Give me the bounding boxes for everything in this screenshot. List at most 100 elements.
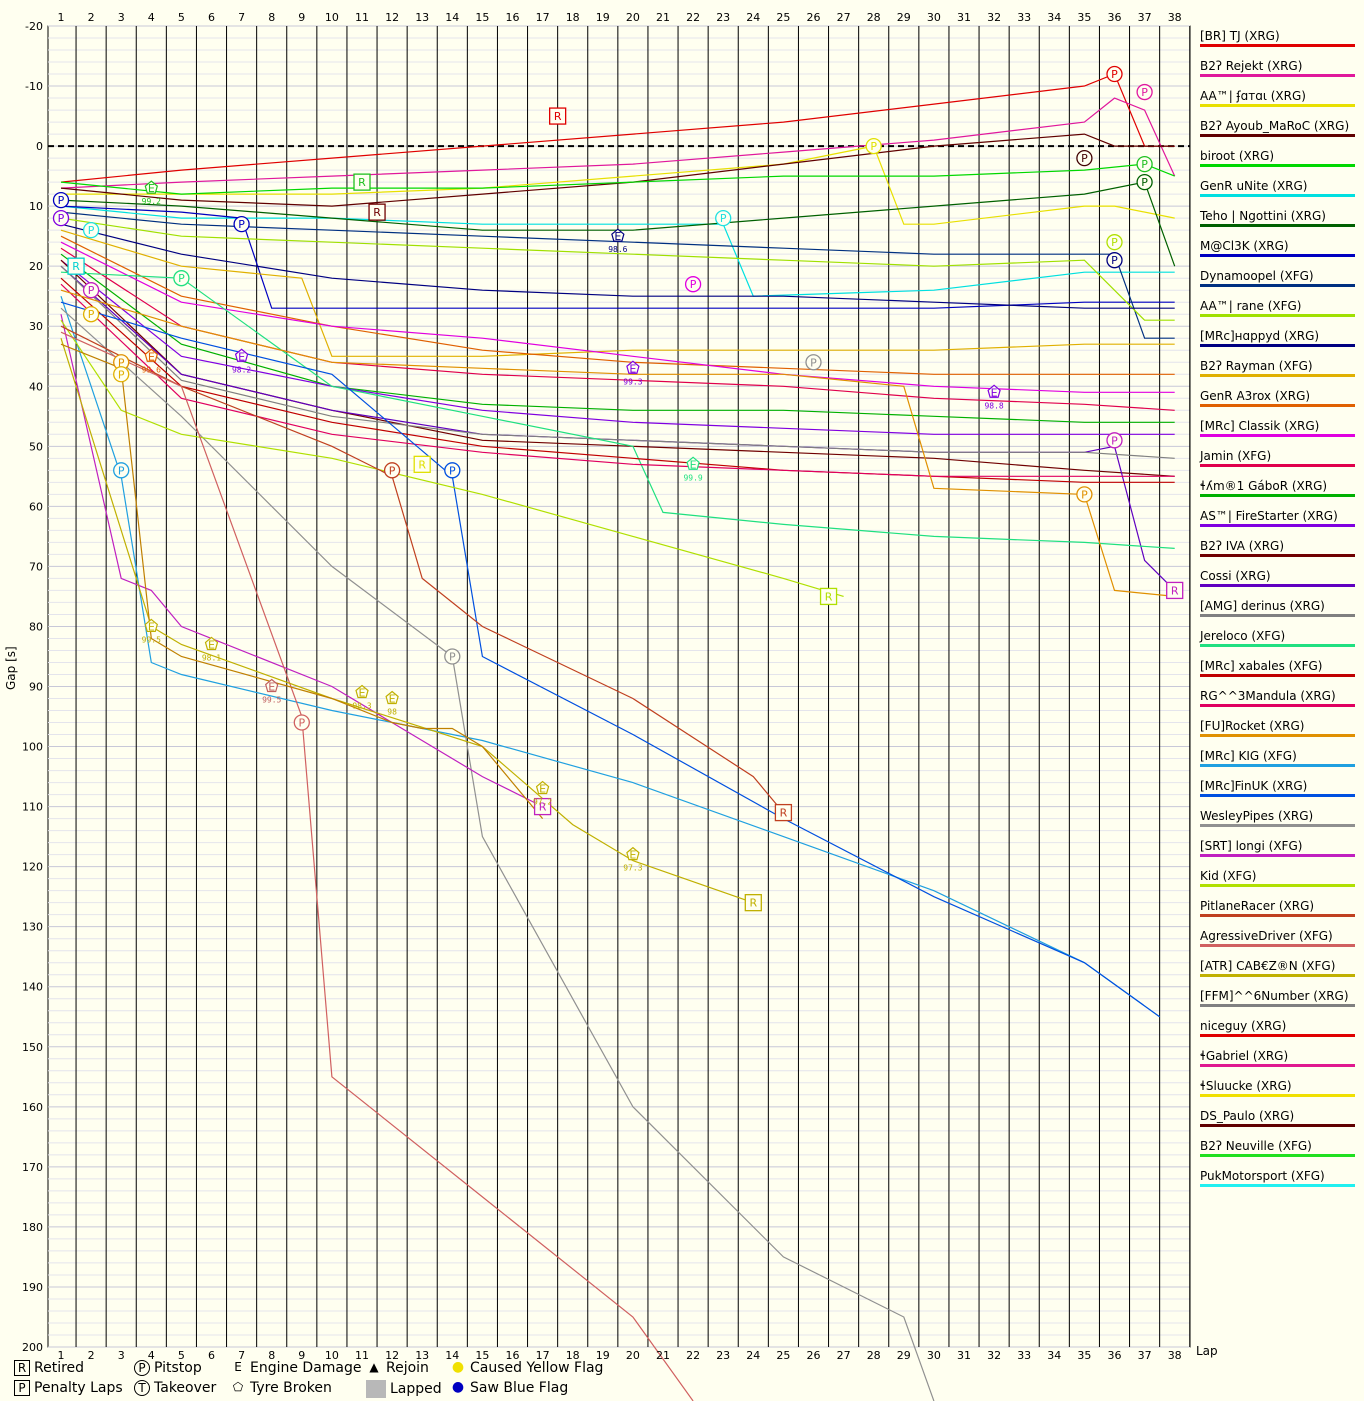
legend-swatch (1200, 434, 1355, 437)
marker-P-19: P (1106, 234, 1123, 251)
svg-text:R: R (1171, 584, 1179, 597)
legend-item-name: [AMG] derinus (XRG) (1200, 599, 1325, 613)
legend-swatch (1200, 284, 1355, 287)
series-line-17 (60, 259, 1175, 435)
series-line-23 (60, 283, 1175, 477)
legend-item: [MRc] KIG (XFG) (1198, 746, 1358, 776)
svg-text:P: P (1111, 236, 1118, 249)
svg-text:E: E (389, 693, 396, 706)
legend-swatch (1200, 554, 1355, 557)
svg-text:99.5: 99.5 (262, 696, 281, 705)
key-pitstop: P Pitstop (134, 1360, 202, 1380)
tick-layer: 1122334455667788991010111112121313141415… (22, 11, 1182, 1362)
legend-item-name: Jamin (XFG) (1200, 449, 1272, 463)
svg-text:99.2: 99.2 (142, 197, 161, 206)
x-tick-label-top: 19 (596, 11, 610, 24)
svg-text:E: E (359, 687, 366, 700)
x-tick-label-top: 11 (355, 11, 369, 24)
legend-swatch (1200, 134, 1355, 137)
x-tick-label-bottom: 25 (776, 1349, 790, 1362)
legend-item-name: [BR] TJ (XRG) (1200, 29, 1280, 43)
svg-text:98.1: 98.1 (202, 653, 221, 662)
series-line-6 (60, 205, 1175, 297)
marker-P-34: P (173, 270, 190, 287)
series-line-16 (60, 253, 1175, 423)
x-tick-label-bottom: 16 (506, 1349, 520, 1362)
legend-swatch (1200, 944, 1355, 947)
marker-E-43: E 98.8 (984, 384, 1004, 410)
x-tick-label-top: 5 (178, 11, 185, 24)
legend-item: GenR A3rox (XRG) (1198, 386, 1358, 416)
svg-text:97.3: 97.3 (623, 864, 642, 873)
x-tick-label-top: 26 (807, 11, 821, 24)
series-layer (60, 73, 1176, 1401)
x-tick-label-bottom: 7 (238, 1349, 245, 1362)
marker-E-40: E 99.6 (142, 348, 161, 374)
key-blue-label: Saw Blue Flag (470, 1380, 569, 1396)
legend-item-name: AgressiveDriver (XFG) (1200, 929, 1333, 943)
x-tick-label-bottom: 31 (957, 1349, 971, 1362)
marker-P-17: P (233, 215, 250, 233)
legend-item: ɬʎm®1 GáboR (XRG) (1198, 476, 1358, 506)
legend-item: Jamin (XFG) (1198, 446, 1358, 476)
svg-text:98.3: 98.3 (352, 702, 371, 711)
marker-R-1: R (549, 107, 567, 125)
rejoin-icon: ▲ (369, 1360, 379, 1374)
legend-item-name: DS_Paulo (XRG) (1200, 1109, 1295, 1123)
key-engine-label: Engine Damage (250, 1360, 362, 1376)
legend-item: [MRc]FinUK (XRG) (1198, 776, 1358, 806)
legend-item: [ATR] CAB€Z®N (XFG) (1198, 956, 1358, 986)
legend-item: B2ʔ Rejekt (XRG) (1198, 56, 1358, 86)
legend-item: RG^^3Mandula (XRG) (1198, 686, 1358, 716)
legend-item: Teho | Ngottini (XRG) (1198, 206, 1358, 236)
x-tick-label-top: 17 (536, 11, 550, 24)
legend-item-name: Cossi (XRG) (1200, 569, 1271, 583)
legend-item-name: RG^^3Mandula (XRG) (1200, 689, 1336, 703)
x-tick-label-bottom: 1 (58, 1349, 65, 1362)
svg-text:97.2: 97.2 (533, 798, 552, 807)
svg-text:P: P (870, 140, 877, 153)
tyre-broken-icon: ⬠ (232, 1380, 244, 1394)
marker-P-14: P (1076, 149, 1093, 167)
legend-item: Dynamoopel (XFG) (1198, 266, 1358, 296)
marker-E-47: E 99.5 (262, 678, 282, 705)
legend-item: [SRT] longi (XFG) (1198, 836, 1358, 866)
series-line-7 (60, 181, 1176, 267)
legend-item: [MRc] xabales (XFG) (1198, 656, 1358, 686)
svg-text:P: P (178, 272, 185, 285)
legend-item-name: ɬʎm®1 GáboR (XRG) (1200, 479, 1328, 493)
series-line-27 (60, 307, 935, 1401)
key-tyre: ⬠ Tyre Broken (230, 1380, 332, 1400)
svg-text:R: R (539, 801, 547, 814)
x-tick-label-bottom: 17 (536, 1349, 550, 1362)
marker-E-39: E 99.2 (142, 180, 161, 206)
marker-P-18: P (715, 209, 732, 227)
svg-text:E: E (690, 458, 697, 471)
series-line-25 (60, 296, 1161, 1018)
legend-swatch (1200, 524, 1355, 527)
legend-swatch (1200, 1154, 1355, 1157)
x-tick-label-bottom: 4 (148, 1349, 155, 1362)
legend-item: ɬSluucke (XRG) (1198, 1076, 1358, 1106)
marker-R-10: R (1166, 581, 1184, 600)
y-axis-label: Gap [s] (4, 646, 18, 690)
marker-P-31: P (52, 209, 70, 227)
key-takeover: T Takeover (134, 1380, 216, 1400)
marker-E-50: E 97.2 (533, 780, 552, 807)
x-tick-label-bottom: 6 (208, 1349, 215, 1362)
legend-item-name: [MRc] Classik (XRG) (1200, 419, 1320, 433)
x-tick-label-top: 27 (837, 11, 851, 24)
legend-item-name: [ATR] CAB€Z®N (XFG) (1200, 959, 1336, 973)
x-tick-label-top: 8 (268, 11, 275, 24)
key-lapped: Lapped (366, 1380, 442, 1400)
svg-text:P: P (1081, 152, 1088, 165)
marker-P-15: P (1136, 155, 1153, 173)
legend-item-name: B2ʔ Rejekt (XRG) (1200, 59, 1303, 73)
legend-item-name: niceguy (XRG) (1200, 1019, 1287, 1033)
x-tick-label-top: 23 (716, 11, 730, 24)
series-line-10 (60, 217, 1175, 321)
legend-item-name: [FU]Rocket (XRG) (1200, 719, 1305, 733)
series-line-21 (60, 271, 1175, 549)
marker-E-44: E 99.9 (683, 456, 703, 482)
svg-text:P: P (88, 284, 95, 297)
